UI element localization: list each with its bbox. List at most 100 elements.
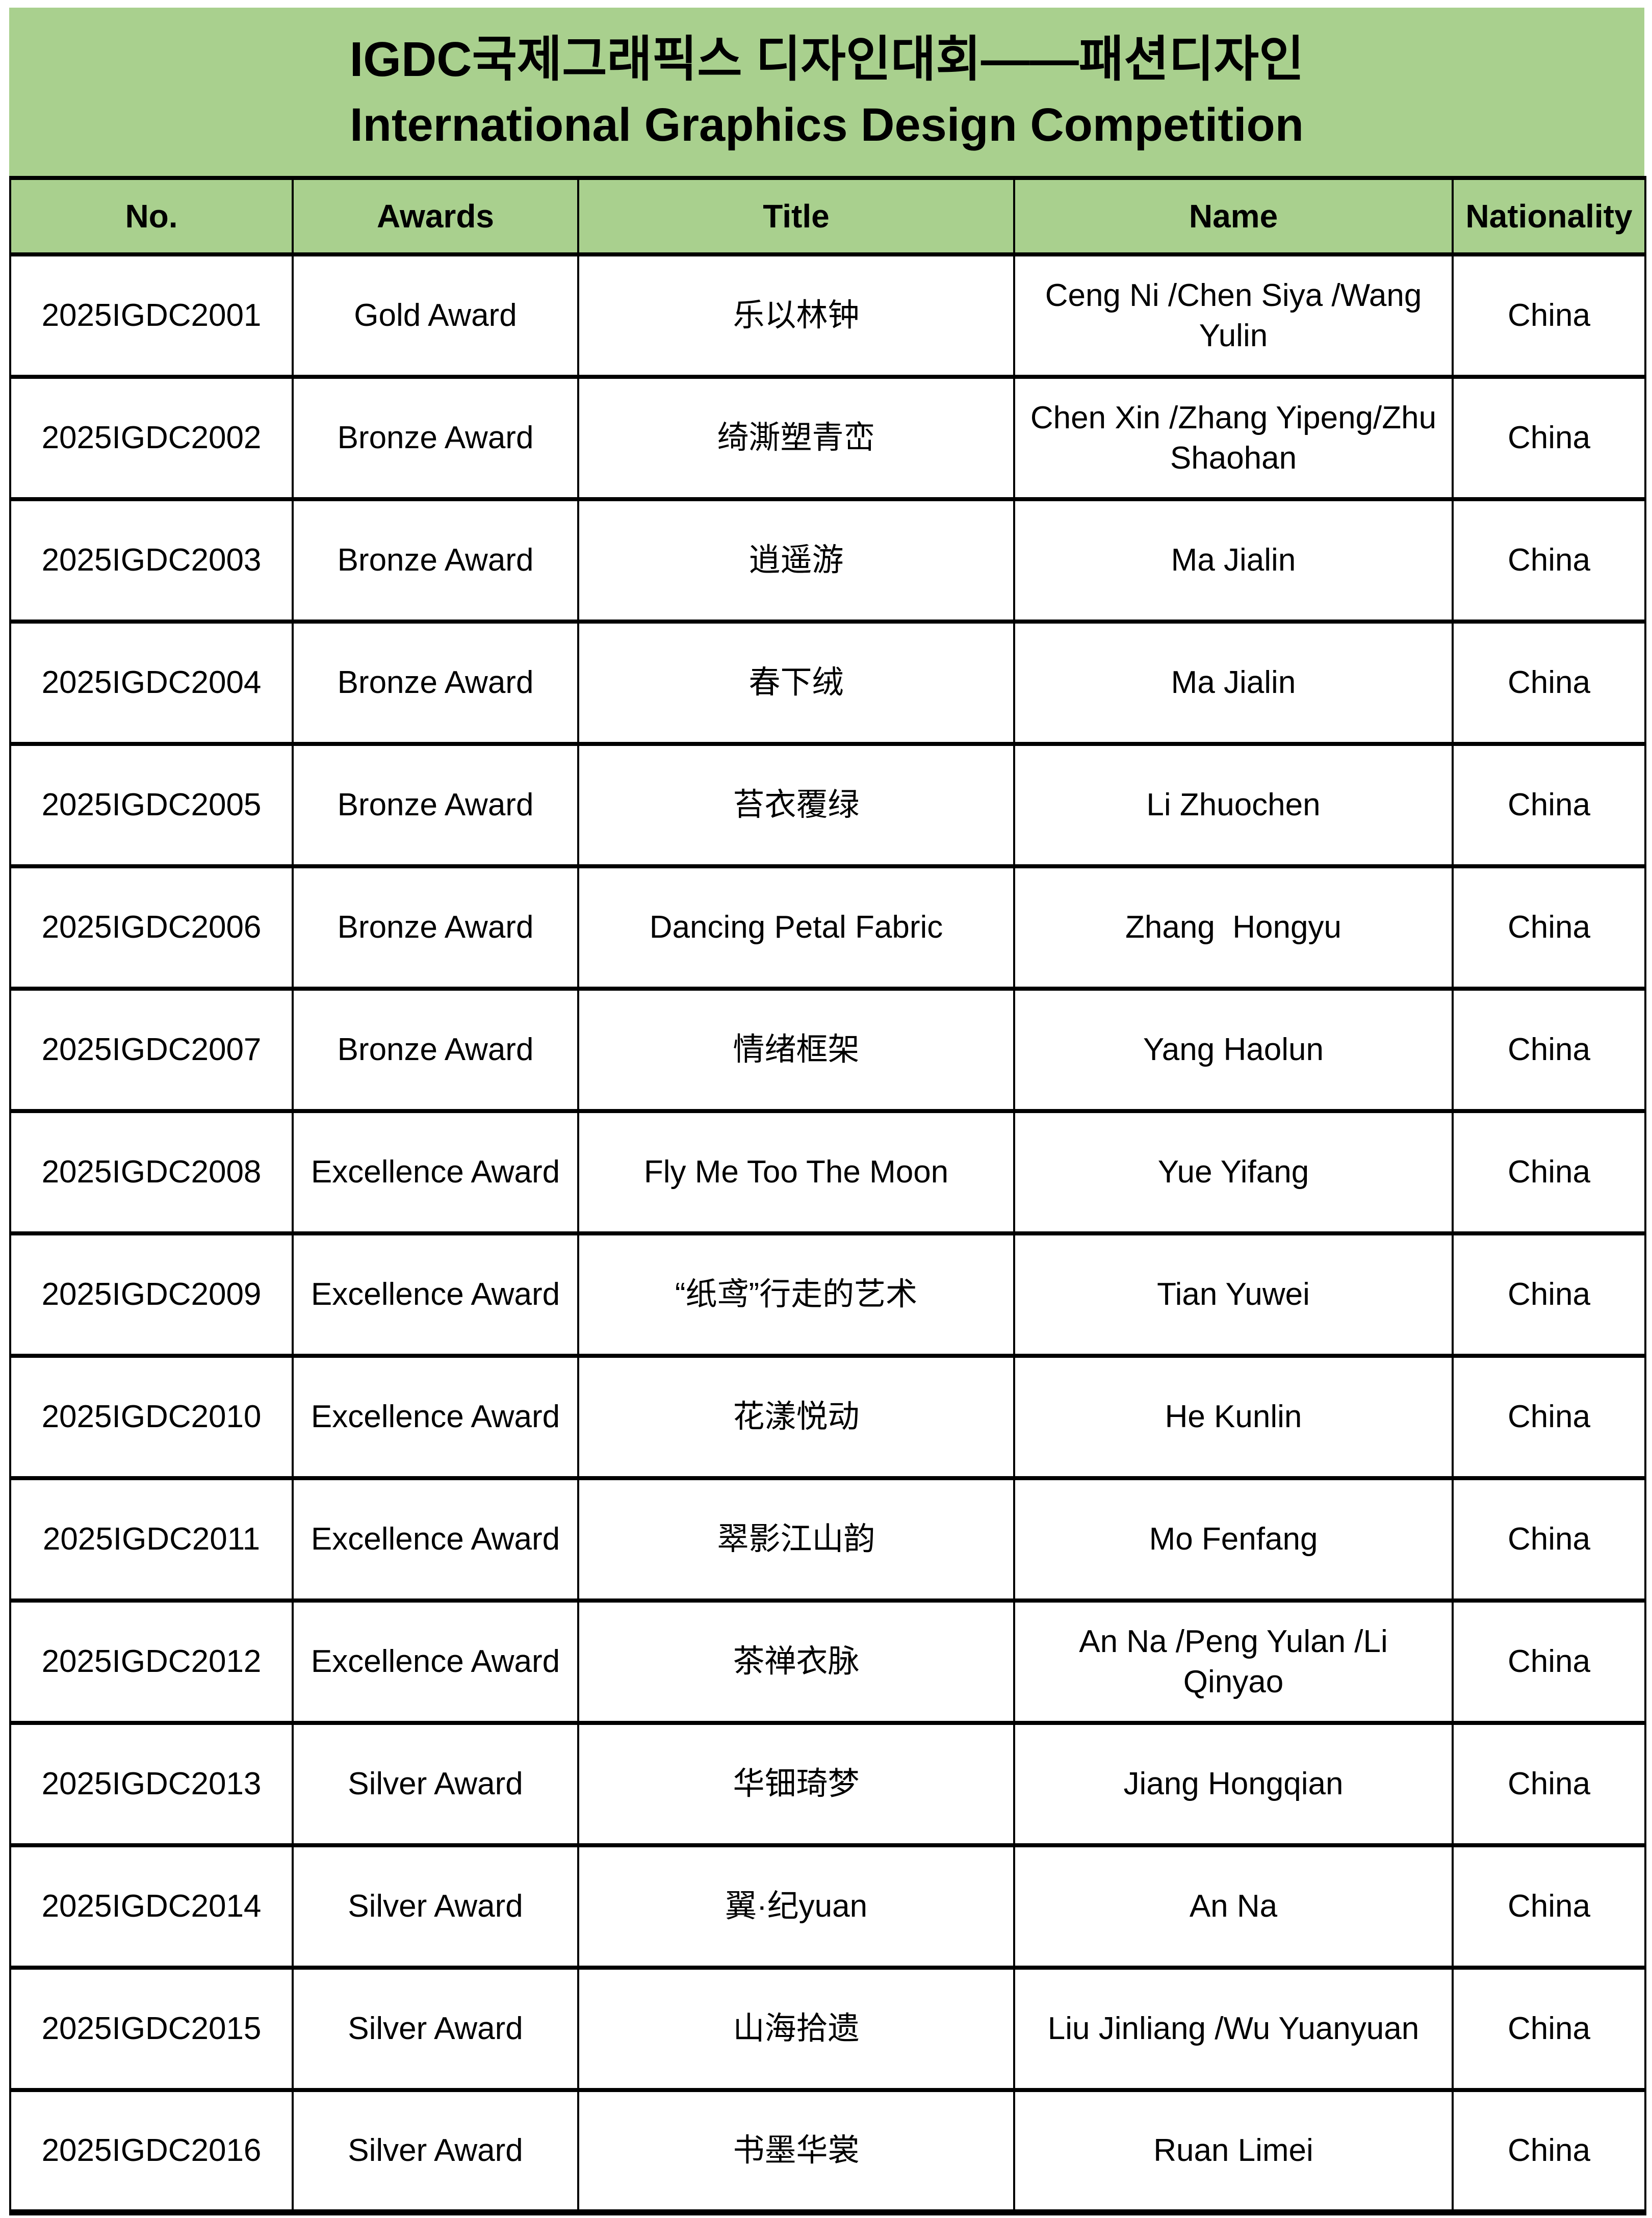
cell-name: He Kunlin — [1013, 1354, 1454, 1480]
table-row: 2025IGDC2016 Silver Award 书墨华裳 Ruan Lime… — [9, 2088, 1646, 2215]
table-row: 2025IGDC2005 Bronze Award 苔衣覆绿 Li Zhuoch… — [9, 742, 1646, 868]
cell-name: Ceng Ni /Chen Siya /Wang Yulin — [1013, 252, 1454, 379]
cell-nationality: China — [1452, 1231, 1646, 1358]
cell-no: 2025IGDC2015 — [9, 1966, 294, 2092]
column-header-no: No. — [9, 176, 294, 256]
cell-nationality: China — [1452, 1109, 1646, 1235]
cell-no: 2025IGDC2002 — [9, 375, 294, 501]
cell-title: 苔衣覆绿 — [577, 742, 1015, 868]
table-row: 2025IGDC2012 Excellence Award 茶禅衣脉 An Na… — [9, 1598, 1646, 1725]
cell-title: 春下绒 — [577, 620, 1015, 746]
sheet: IGDC국제그래픽스 디자인대회——패션디자인 International Gr… — [9, 8, 1646, 2215]
cell-no: 2025IGDC2014 — [9, 1843, 294, 1970]
cell-award: Excellence Award — [292, 1231, 579, 1358]
cell-nationality: China — [1452, 1354, 1646, 1480]
cell-title: 山海拾遗 — [577, 1966, 1015, 2092]
cell-name: An Na — [1013, 1843, 1454, 1970]
cell-no: 2025IGDC2005 — [9, 742, 294, 868]
cell-name: An Na /Peng Yulan /Li Qinyao — [1013, 1598, 1454, 1725]
cell-award: Bronze Award — [292, 987, 579, 1113]
page-title-korean: IGDC국제그래픽스 디자인대회——패션디자인 — [349, 32, 1304, 87]
cell-title: Fly Me Too The Moon — [577, 1109, 1015, 1235]
cell-award: Silver Award — [292, 1966, 579, 2092]
cell-name: Yang Haolun — [1013, 987, 1454, 1113]
cell-name: Li Zhuochen — [1013, 742, 1454, 868]
table-row: 2025IGDC2006 Bronze Award Dancing Petal … — [9, 864, 1646, 991]
title-block: IGDC국제그래픽스 디자인대회——패션디자인 International Gr… — [9, 8, 1644, 176]
cell-title: 逍遥游 — [577, 497, 1015, 624]
cell-nationality: China — [1452, 497, 1646, 624]
cell-award: Silver Award — [292, 2088, 579, 2215]
cell-award: Gold Award — [292, 252, 579, 379]
table-row: 2025IGDC2010 Excellence Award 花漾悦动 He Ku… — [9, 1354, 1646, 1480]
column-header-name: Name — [1013, 176, 1454, 256]
table-row: 2025IGDC2009 Excellence Award “纸鸢”行走的艺术 … — [9, 1231, 1646, 1358]
table-row: 2025IGDC2001 Gold Award 乐以林钟 Ceng Ni /Ch… — [9, 252, 1646, 379]
table-header: No. Awards Title Name Nationality — [9, 176, 1646, 256]
cell-name: Jiang Hongqian — [1013, 1721, 1454, 1847]
table-row: 2025IGDC2002 Bronze Award 绮澌塑青峦 Chen Xin… — [9, 375, 1646, 501]
table-row: 2025IGDC2015 Silver Award 山海拾遗 Liu Jinli… — [9, 1966, 1646, 2092]
cell-title: 绮澌塑青峦 — [577, 375, 1015, 501]
cell-no: 2025IGDC2003 — [9, 497, 294, 624]
cell-award: Bronze Award — [292, 620, 579, 746]
cell-name: Mo Fenfang — [1013, 1476, 1454, 1603]
cell-award: Excellence Award — [292, 1109, 579, 1235]
table-body: 2025IGDC2001 Gold Award 乐以林钟 Ceng Ni /Ch… — [9, 252, 1646, 2215]
table-row: 2025IGDC2007 Bronze Award 情绪框架 Yang Haol… — [9, 987, 1646, 1113]
cell-title: “纸鸢”行走的艺术 — [577, 1231, 1015, 1358]
cell-no: 2025IGDC2011 — [9, 1476, 294, 1603]
cell-no: 2025IGDC2001 — [9, 252, 294, 379]
cell-name: Ruan Limei — [1013, 2088, 1454, 2215]
cell-name: Zhang Hongyu — [1013, 864, 1454, 991]
cell-title: 乐以林钟 — [577, 252, 1015, 379]
cell-no: 2025IGDC2009 — [9, 1231, 294, 1358]
cell-nationality: China — [1452, 1598, 1646, 1725]
header-row: No. Awards Title Name Nationality — [9, 176, 1646, 256]
cell-name: Tian Yuwei — [1013, 1231, 1454, 1358]
cell-nationality: China — [1452, 864, 1646, 991]
cell-name: Yue Yifang — [1013, 1109, 1454, 1235]
cell-award: Silver Award — [292, 1721, 579, 1847]
cell-no: 2025IGDC2007 — [9, 987, 294, 1113]
cell-no: 2025IGDC2013 — [9, 1721, 294, 1847]
cell-name: Ma Jialin — [1013, 497, 1454, 624]
cell-award: Bronze Award — [292, 375, 579, 501]
cell-award: Excellence Award — [292, 1476, 579, 1603]
cell-no: 2025IGDC2012 — [9, 1598, 294, 1725]
cell-no: 2025IGDC2004 — [9, 620, 294, 746]
cell-nationality: China — [1452, 1721, 1646, 1847]
cell-title: 书墨华裳 — [577, 2088, 1015, 2215]
cell-award: Bronze Award — [292, 864, 579, 991]
cell-nationality: China — [1452, 742, 1646, 868]
cell-nationality: China — [1452, 2088, 1646, 2215]
cell-award: Excellence Award — [292, 1598, 579, 1725]
cell-nationality: China — [1452, 1843, 1646, 1970]
table-row: 2025IGDC2014 Silver Award 翼·纪yuan An Na … — [9, 1843, 1646, 1970]
cell-no: 2025IGDC2008 — [9, 1109, 294, 1235]
awards-table: No. Awards Title Name Nationality 2025IG… — [9, 176, 1646, 2215]
table-row: 2025IGDC2008 Excellence Award Fly Me Too… — [9, 1109, 1646, 1235]
cell-title: 翼·纪yuan — [577, 1843, 1015, 1970]
cell-name: Chen Xin /Zhang Yipeng/Zhu Shaohan — [1013, 375, 1454, 501]
page-title-english: International Graphics Design Competitio… — [350, 99, 1304, 151]
cell-title: 花漾悦动 — [577, 1354, 1015, 1480]
cell-title: 情绪框架 — [577, 987, 1015, 1113]
table-row: 2025IGDC2013 Silver Award 华钿琦梦 Jiang Hon… — [9, 1721, 1646, 1847]
cell-nationality: China — [1452, 375, 1646, 501]
cell-name: Liu Jinliang /Wu Yuanyuan — [1013, 1966, 1454, 2092]
cell-no: 2025IGDC2016 — [9, 2088, 294, 2215]
cell-award: Excellence Award — [292, 1354, 579, 1480]
table-row: 2025IGDC2004 Bronze Award 春下绒 Ma Jialin … — [9, 620, 1646, 746]
cell-nationality: China — [1452, 1966, 1646, 2092]
cell-title: 华钿琦梦 — [577, 1721, 1015, 1847]
cell-title: 茶禅衣脉 — [577, 1598, 1015, 1725]
cell-no: 2025IGDC2010 — [9, 1354, 294, 1480]
column-header-awards: Awards — [292, 176, 579, 256]
cell-award: Bronze Award — [292, 742, 579, 868]
cell-title: 翠影江山韵 — [577, 1476, 1015, 1603]
cell-no: 2025IGDC2006 — [9, 864, 294, 991]
cell-nationality: China — [1452, 1476, 1646, 1603]
cell-nationality: China — [1452, 252, 1646, 379]
table-row: 2025IGDC2011 Excellence Award 翠影江山韵 Mo F… — [9, 1476, 1646, 1603]
